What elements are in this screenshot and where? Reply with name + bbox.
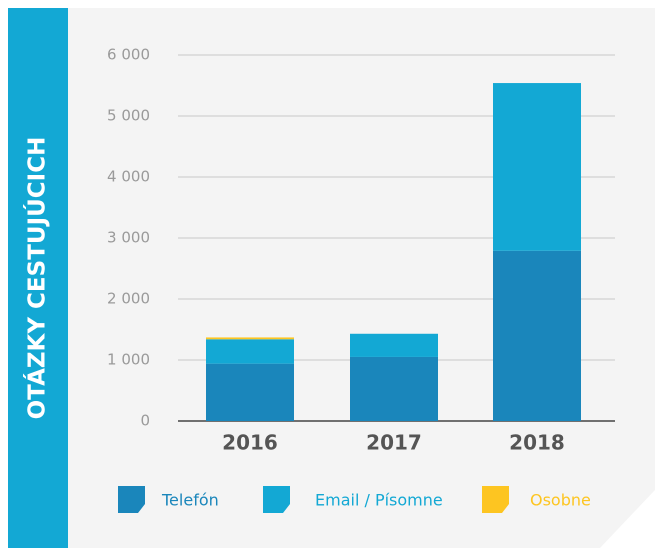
y-tick-label: 1 000 (107, 351, 150, 369)
bar-segment (350, 333, 438, 357)
legend-label: Telefón (161, 491, 219, 510)
y-tick-label: 3 000 (107, 229, 150, 247)
y-tick-label: 5 000 (107, 107, 150, 125)
chart-title: OTÁZKY CESTUJÚCICH (23, 137, 51, 420)
bar-segment (206, 337, 294, 340)
bar-segment (350, 356, 438, 421)
side-band (8, 8, 68, 548)
legend-label: Osobne (530, 491, 591, 510)
x-tick-label: 2017 (366, 431, 422, 455)
bar-segment (206, 339, 294, 364)
legend-swatch (263, 486, 290, 513)
legend-swatch (118, 486, 145, 513)
bar-segment (493, 83, 581, 251)
legend-swatch (482, 486, 509, 513)
y-tick-label: 6 000 (107, 46, 150, 64)
x-tick-label: 2018 (509, 431, 565, 455)
bar-segment (206, 363, 294, 421)
bar-segment (493, 250, 581, 421)
y-tick-label: 2 000 (107, 290, 150, 308)
y-tick-label: 0 (140, 412, 150, 430)
y-tick-label: 4 000 (107, 168, 150, 186)
x-tick-label: 2016 (222, 431, 278, 455)
legend-label: Email / Písomne (315, 491, 443, 510)
